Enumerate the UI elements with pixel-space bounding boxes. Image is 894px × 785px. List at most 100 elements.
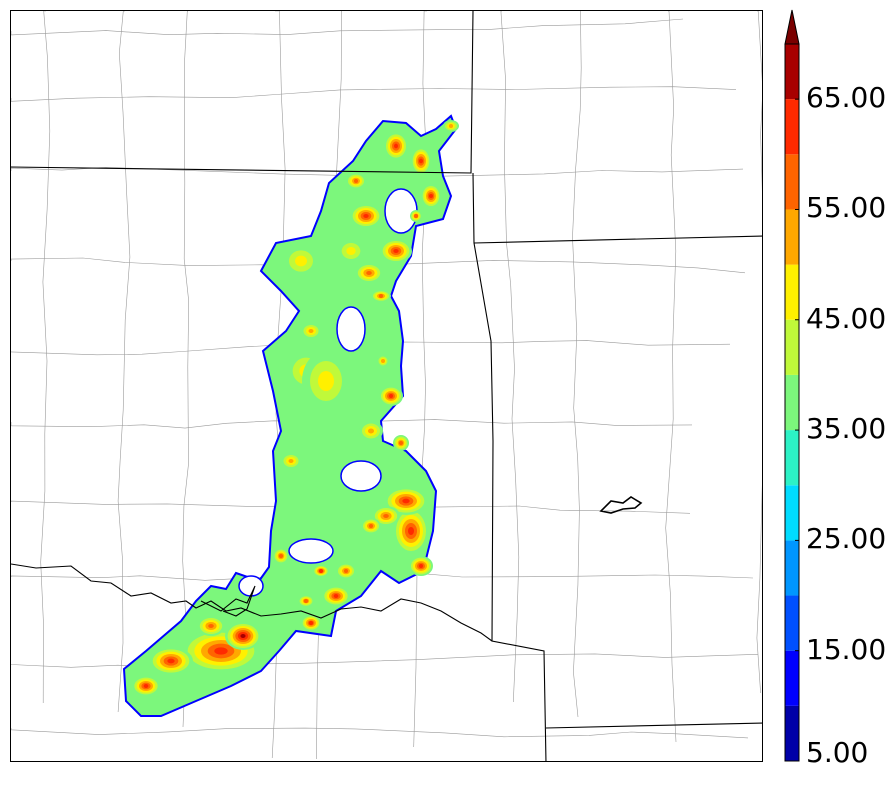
county-line [11, 727, 749, 739]
convective-cell [336, 563, 356, 579]
convective-cell [149, 647, 193, 675]
echo-gap [238, 575, 264, 597]
cell-contour [383, 514, 389, 518]
echo-gap [340, 460, 382, 492]
map-panel [10, 10, 763, 762]
convective-cell [301, 615, 321, 631]
cell-contour [381, 359, 385, 363]
county-line [117, 11, 131, 713]
convective-cell [313, 565, 329, 577]
colorbar-bin-8 [785, 264, 799, 320]
county-line [413, 11, 427, 748]
echo-gap [384, 188, 418, 234]
county-line [11, 419, 693, 429]
cell-contour [369, 524, 373, 528]
state-line-river-branch [200, 585, 256, 617]
convective-cell [372, 506, 400, 526]
cell-contour [344, 569, 348, 573]
cell-contour [333, 594, 339, 598]
colorbar-tick-label: 25.00 [806, 522, 887, 556]
cell-contour [399, 441, 403, 445]
colorbar-tick-label: 55.00 [806, 191, 887, 225]
colorbar-bin-11 [785, 99, 799, 155]
cell-contour [402, 498, 410, 504]
county-line [11, 653, 759, 670]
cell-contour [309, 621, 313, 625]
convective-cell [409, 556, 433, 576]
colorbar [784, 9, 800, 762]
colorbar-bin-10 [785, 154, 799, 210]
county-line [572, 11, 582, 718]
colorbar-bin-0 [785, 705, 799, 761]
cell-contour [379, 294, 383, 298]
county-line [500, 11, 520, 703]
cell-contour [279, 554, 283, 558]
colorbar-tick-label: 5.00 [806, 736, 869, 769]
convective-cell [181, 629, 261, 673]
lake-outline [599, 496, 643, 514]
convective-cell [421, 184, 441, 208]
colorbar-tick-label: 65.00 [806, 81, 887, 115]
cell-contour [419, 158, 423, 164]
colorbar-tick-label: 15.00 [806, 632, 887, 666]
convective-cell [346, 173, 366, 189]
convective-cell [225, 622, 261, 650]
colorbar-bin-4 [785, 485, 799, 541]
cell-contour [408, 527, 414, 535]
cell-contour [214, 647, 228, 655]
convective-cell [359, 421, 383, 441]
state-boundaries [11, 11, 762, 761]
convective-cell [350, 204, 382, 228]
convective-cell [301, 323, 321, 339]
cell-contour [354, 179, 358, 183]
cell-contour [366, 271, 372, 275]
cell-contour [308, 329, 314, 333]
convective-cell [380, 239, 412, 263]
convective-cell [361, 518, 381, 534]
convective-cell [384, 132, 408, 160]
convective-cell [355, 263, 383, 283]
echo-gap [336, 306, 366, 352]
state-line-red-river [11, 563, 493, 642]
convective-cell [132, 676, 160, 696]
cell-contour [288, 459, 294, 463]
cell-contour [295, 255, 307, 267]
convective-cell [371, 290, 391, 302]
cell-contour [143, 684, 149, 688]
colorbar-bin-9 [785, 209, 799, 265]
cell-contour [393, 249, 399, 253]
cell-contour [208, 624, 214, 628]
cell-contour [389, 394, 393, 398]
cell-contour [429, 194, 433, 198]
colorbar-bin-2 [785, 595, 799, 651]
cell-contour [414, 214, 418, 218]
cell-contour [319, 569, 323, 573]
state-line-se [545, 722, 762, 729]
cell-contour [167, 658, 175, 664]
cell-contour [363, 214, 369, 218]
colorbar-bin-5 [785, 430, 799, 486]
convective-cell [337, 239, 365, 263]
cell-contour [394, 143, 398, 149]
colorbar-bin-1 [785, 650, 799, 706]
colorbar-tick-label: 45.00 [806, 301, 887, 335]
colorbar-bin-3 [785, 540, 799, 596]
cell-contour [346, 247, 356, 255]
colorbar-bin-7 [785, 319, 799, 375]
county-line [40, 11, 51, 704]
map-canvas [11, 11, 762, 761]
county-line [11, 18, 684, 36]
convective-cell [302, 351, 350, 411]
convective-cell [197, 616, 225, 636]
convective-cell [379, 386, 403, 406]
county-line [11, 166, 744, 177]
convective-cell [393, 435, 409, 451]
echo-gap [288, 538, 334, 564]
state-line-ne [473, 235, 762, 244]
convective-cell [411, 147, 431, 175]
colorbar-bin-6 [785, 374, 799, 431]
convective-cell [384, 487, 428, 515]
cell-contour [368, 428, 374, 434]
cell-contour [449, 124, 453, 128]
county-line [182, 11, 190, 728]
